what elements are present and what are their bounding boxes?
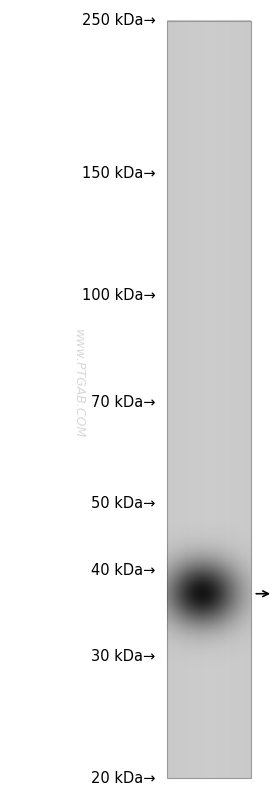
Text: 50 kDa→: 50 kDa→ xyxy=(91,496,155,511)
Text: 40 kDa→: 40 kDa→ xyxy=(91,562,155,578)
Text: 70 kDa→: 70 kDa→ xyxy=(91,395,155,410)
Bar xyxy=(167,21,251,778)
Text: 150 kDa→: 150 kDa→ xyxy=(82,166,155,181)
Text: 100 kDa→: 100 kDa→ xyxy=(82,288,155,303)
Text: 20 kDa→: 20 kDa→ xyxy=(91,771,155,785)
Text: 30 kDa→: 30 kDa→ xyxy=(91,649,155,664)
Text: www.PTGAB.COM: www.PTGAB.COM xyxy=(72,329,85,438)
Text: 250 kDa→: 250 kDa→ xyxy=(82,14,155,28)
